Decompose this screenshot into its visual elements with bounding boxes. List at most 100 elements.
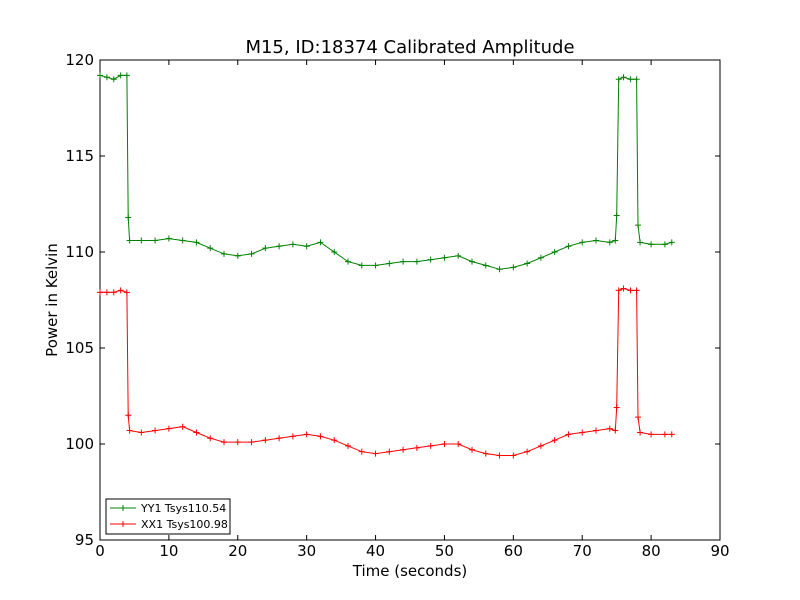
data-point bbox=[179, 423, 186, 430]
x-tick-label: 20 bbox=[228, 542, 247, 560]
data-point bbox=[620, 285, 627, 292]
data-point bbox=[648, 241, 655, 248]
data-point bbox=[400, 258, 407, 265]
data-point bbox=[289, 433, 296, 440]
data-point bbox=[248, 439, 255, 446]
data-point bbox=[661, 241, 668, 248]
y-tick-label: 105 bbox=[65, 339, 94, 357]
data-point bbox=[234, 439, 241, 446]
data-point bbox=[123, 72, 130, 79]
data-point bbox=[427, 256, 434, 263]
data-point bbox=[615, 287, 622, 294]
data-point bbox=[400, 446, 407, 453]
data-point bbox=[510, 452, 517, 459]
data-point bbox=[193, 239, 200, 246]
data-point bbox=[125, 412, 132, 419]
data-point bbox=[126, 427, 133, 434]
data-point bbox=[317, 239, 324, 246]
x-tick-label: 60 bbox=[504, 542, 523, 560]
data-point bbox=[276, 435, 283, 442]
data-point bbox=[635, 222, 642, 229]
data-point bbox=[606, 239, 613, 246]
data-point bbox=[262, 437, 269, 444]
data-point bbox=[358, 262, 365, 269]
data-point bbox=[125, 214, 132, 221]
data-point bbox=[103, 289, 110, 296]
data-point bbox=[606, 425, 613, 432]
data-point bbox=[123, 289, 130, 296]
data-point bbox=[593, 237, 599, 244]
data-point bbox=[303, 431, 310, 438]
data-point bbox=[593, 427, 599, 434]
y-tick-label: 100 bbox=[65, 435, 94, 453]
x-tick-label: 90 bbox=[710, 542, 729, 560]
data-point bbox=[441, 254, 448, 261]
data-point bbox=[345, 442, 351, 449]
data-point bbox=[117, 72, 124, 79]
x-axis-label: Time (seconds) bbox=[352, 562, 468, 580]
data-point bbox=[496, 266, 503, 273]
data-point bbox=[276, 243, 283, 250]
data-point bbox=[551, 437, 558, 444]
data-point bbox=[386, 260, 393, 267]
y-tick-label: 115 bbox=[65, 147, 94, 165]
data-point bbox=[633, 76, 640, 83]
data-point bbox=[317, 433, 324, 440]
data-point bbox=[565, 243, 572, 250]
data-point bbox=[138, 429, 145, 436]
x-tick-label: 40 bbox=[366, 542, 385, 560]
data-point bbox=[613, 404, 620, 411]
data-point bbox=[358, 448, 365, 455]
legend-marker bbox=[120, 521, 126, 527]
data-point bbox=[289, 241, 296, 248]
data-point bbox=[103, 74, 110, 81]
plot-area bbox=[99, 59, 721, 541]
data-point bbox=[117, 287, 124, 294]
y-tick-label: 110 bbox=[65, 243, 94, 261]
data-point bbox=[331, 437, 338, 444]
data-point bbox=[193, 429, 200, 436]
data-point bbox=[221, 250, 227, 257]
data-point bbox=[207, 435, 214, 442]
data-point bbox=[455, 252, 462, 259]
data-point bbox=[551, 249, 558, 255]
data-point bbox=[524, 260, 531, 267]
data-point bbox=[126, 237, 133, 244]
data-point bbox=[635, 414, 642, 421]
data-point bbox=[234, 252, 241, 259]
data-point bbox=[331, 249, 338, 255]
data-point bbox=[565, 431, 572, 438]
data-point bbox=[138, 237, 145, 244]
data-point bbox=[469, 258, 475, 265]
data-point bbox=[372, 450, 379, 457]
data-point bbox=[615, 76, 622, 83]
data-point bbox=[537, 254, 544, 261]
data-point bbox=[648, 431, 655, 438]
data-point bbox=[165, 425, 172, 432]
data-point bbox=[579, 429, 586, 436]
data-point bbox=[579, 239, 586, 246]
x-tick-label: 30 bbox=[297, 542, 316, 560]
x-tick-label: 50 bbox=[435, 542, 454, 560]
data-point bbox=[613, 212, 620, 219]
series-2 bbox=[97, 285, 675, 459]
legend-label: XX1 Tsys100.98 bbox=[141, 518, 228, 531]
x-tick-label: 80 bbox=[642, 542, 661, 560]
axis-ticks: 0 10 20 30 40 50 60 70 80 90 95 100 105 110 115 120 bbox=[65, 51, 729, 560]
data-point bbox=[496, 452, 503, 459]
data-point bbox=[262, 245, 269, 252]
data-point bbox=[620, 74, 627, 81]
data-point bbox=[661, 431, 668, 438]
data-point bbox=[152, 427, 159, 434]
data-point bbox=[537, 442, 544, 449]
data-point bbox=[482, 262, 489, 269]
y-tick-label: 95 bbox=[75, 531, 94, 549]
x-tick-label: 70 bbox=[573, 542, 592, 560]
y-axis-label: Power in Kelvin bbox=[43, 243, 61, 357]
data-point bbox=[455, 441, 462, 447]
data-point bbox=[97, 72, 103, 79]
data-point bbox=[637, 429, 644, 436]
data-point bbox=[469, 446, 475, 453]
data-point bbox=[372, 262, 379, 269]
